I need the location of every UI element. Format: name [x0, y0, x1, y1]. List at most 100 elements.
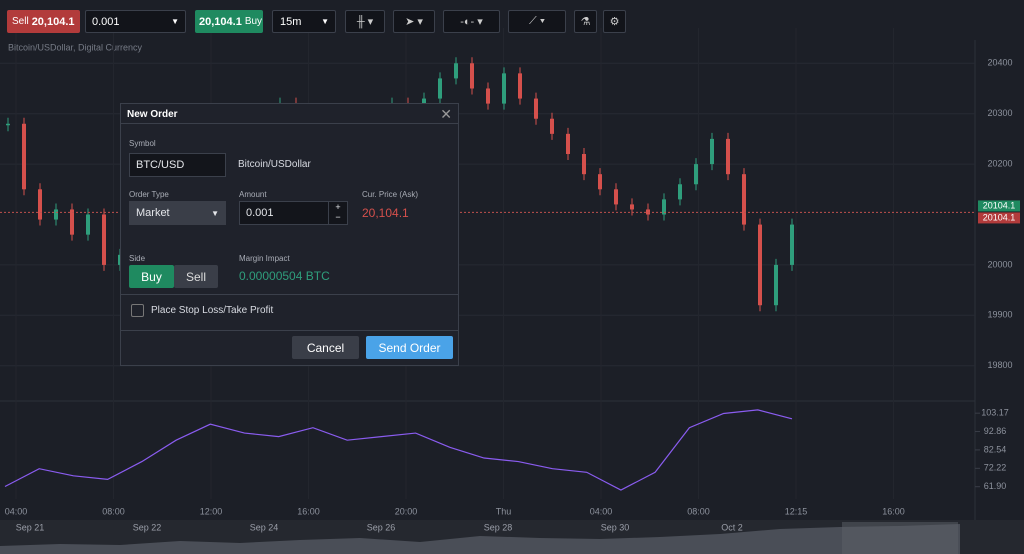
candle [102, 214, 106, 265]
indicator-line [4, 409, 793, 491]
settings-button[interactable]: ⚙ [603, 10, 626, 33]
x-tick-label: 16:00 [882, 506, 905, 516]
symbol-input[interactable]: BTC/USD [129, 153, 226, 177]
close-button[interactable]: ✕ [440, 106, 452, 122]
candle [438, 78, 442, 99]
candle [70, 209, 74, 235]
sell-price: 20,104.1 [31, 15, 75, 28]
navigator-label: Sep 28 [484, 522, 513, 532]
navigator-label: Oct 2 [721, 522, 743, 532]
symbol-name: Bitcoin/USDollar [238, 159, 311, 170]
side-sell[interactable]: Sell [174, 265, 218, 288]
order-type-label: Order Type [129, 190, 169, 199]
navigator-window[interactable] [842, 522, 958, 554]
candle [550, 118, 554, 134]
dialog-title: New Order [121, 104, 458, 124]
bid-tag: 20104.1 [983, 200, 1016, 210]
indicator-tick-label: 61.90 [984, 481, 1007, 491]
y-tick-label: 19900 [987, 310, 1012, 320]
chart-type-button[interactable]: ╫ ▾ [345, 10, 385, 33]
y-tick-label: 19800 [987, 360, 1012, 370]
cursor-button[interactable]: ➤ ▾ [393, 10, 435, 33]
bid-tag-bg [978, 200, 1020, 212]
x-tick-label: 12:15 [785, 506, 808, 516]
draw-button[interactable]: ⟋ ▾ [508, 10, 566, 33]
sell-label: Sell [12, 16, 29, 27]
candle [662, 199, 666, 215]
candle [710, 138, 714, 165]
candle [598, 174, 602, 190]
indicator-tick-label: 103.17 [981, 408, 1009, 418]
amount-input[interactable]: 0.001 + − [239, 201, 348, 225]
separator [121, 330, 458, 331]
margin-value: 0.00000504 BTC [239, 269, 330, 283]
x-tick-label: Thu [496, 506, 512, 516]
indicator-tick-label: 92.86 [984, 426, 1007, 436]
separator [121, 294, 458, 295]
candle [694, 164, 698, 185]
buy-button[interactable]: 20,104.1 Buy [195, 10, 263, 33]
candle [566, 133, 570, 155]
amount-input-value: 0.001 [246, 207, 274, 219]
side-buy[interactable]: Buy [129, 265, 174, 288]
x-tick-label: 04:00 [590, 506, 613, 516]
candle [582, 154, 586, 175]
y-tick-label: 20300 [987, 108, 1012, 118]
order-type-select[interactable]: Market ▼ [129, 201, 226, 225]
stop-label: Place Stop Loss/Take Profit [151, 305, 274, 316]
price-value: 20,104.1 [362, 206, 409, 220]
navigator-label: Sep 22 [133, 522, 162, 532]
candle [534, 98, 538, 119]
candle [86, 214, 90, 235]
candle [726, 138, 730, 175]
y-tick-label: 20200 [987, 158, 1012, 168]
margin-label: Margin Impact [239, 254, 290, 263]
navigator-label: Sep 24 [250, 522, 279, 532]
indicator-tick-label: 82.54 [984, 444, 1007, 454]
indicator-tick-label: 72.22 [984, 463, 1007, 473]
navigator-label: Sep 21 [16, 522, 45, 532]
x-tick-label: 12:00 [200, 506, 223, 516]
cancel-button[interactable]: Cancel [292, 336, 359, 359]
x-tick-label: 08:00 [687, 506, 710, 516]
x-tick-label: 16:00 [297, 506, 320, 516]
stop-checkbox[interactable] [131, 304, 144, 317]
candle [38, 189, 42, 220]
price-label: Cur. Price (Ask) [362, 190, 419, 199]
x-tick-label: 20:00 [395, 506, 418, 516]
buy-label: Buy [244, 16, 263, 27]
buy-price: 20,104.1 [199, 15, 242, 28]
navigator-label: Sep 26 [367, 522, 396, 532]
x-tick-label: 04:00 [5, 506, 28, 516]
candle [518, 73, 522, 99]
navigator-label: Sep 30 [601, 522, 630, 532]
indicator-button[interactable]: ⚗ [574, 10, 597, 33]
candle [774, 264, 778, 306]
symbol-label: Symbol [129, 139, 156, 148]
amount-label: Amount [239, 190, 267, 199]
order-type-value: Market [136, 207, 170, 219]
ask-tag: 20104.1 [983, 212, 1016, 222]
side-label: Side [129, 254, 146, 263]
candle [678, 184, 682, 200]
candle [742, 174, 746, 225]
sell-button[interactable]: Sell 20,104.1 [7, 10, 80, 33]
time-button[interactable]: -◐- ▾ [443, 10, 500, 33]
send-order-button[interactable]: Send Order [366, 336, 453, 359]
candle [614, 189, 618, 205]
timeframe-select[interactable]: 15m ▼ [272, 10, 336, 33]
ask-tag-bg [978, 212, 1020, 224]
y-tick-label: 20000 [987, 259, 1012, 269]
new-order-dialog: New Order ✕ Symbol BTC/USD Bitcoin/USDol… [120, 103, 459, 366]
navigator-area [0, 524, 960, 554]
candle [22, 123, 26, 190]
candle [454, 63, 458, 79]
x-tick-label: 08:00 [102, 506, 125, 516]
amount-value: 0.001 [92, 15, 120, 28]
candle [6, 123, 10, 126]
candle [54, 209, 58, 220]
candle [502, 73, 506, 104]
chart-title: Bitcoin/USDollar, Digital Currency [8, 42, 143, 52]
candle [758, 224, 762, 306]
amount-select[interactable]: 0.001 ▼ [85, 10, 186, 33]
